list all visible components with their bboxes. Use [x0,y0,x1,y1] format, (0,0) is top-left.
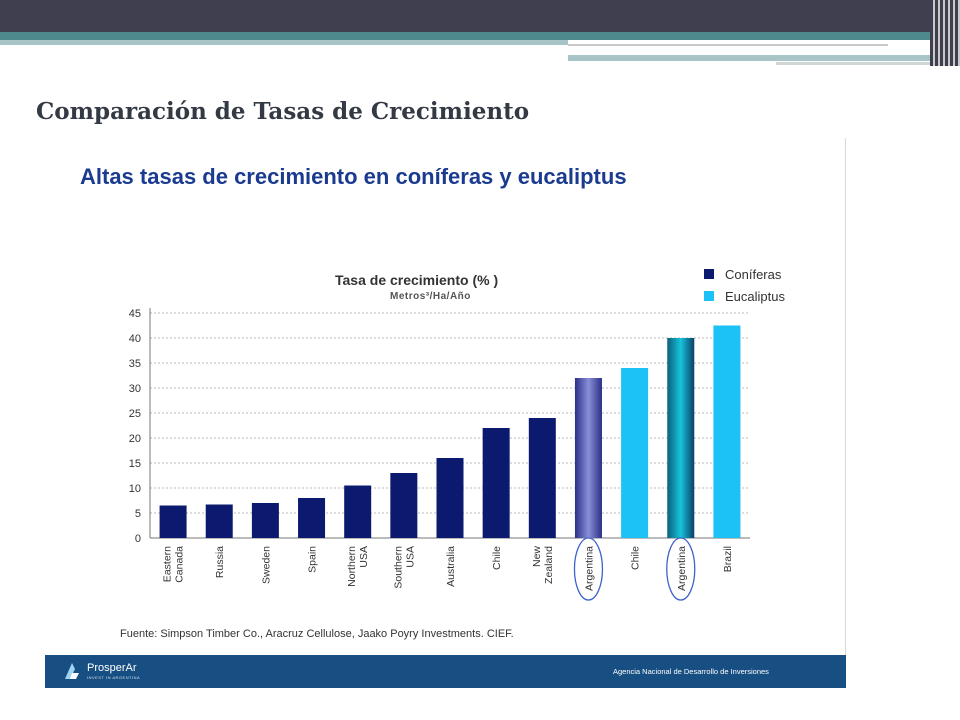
x-tick-label: NewZealand [531,546,555,584]
header-accent-band-light [0,40,568,45]
bar-11 [621,368,649,538]
slide-title: Comparación de Tasas de Crecimiento [36,98,530,125]
x-tick-label: Russia [214,546,226,578]
y-tick-label: 40 [129,333,141,345]
x-tick-label: Chile [630,546,642,570]
x-tick-label: Australia [445,546,457,587]
bar-2 [205,504,233,538]
legend-label: Eucaliptus [725,289,785,304]
bar-1 [159,505,187,538]
x-tick-label: Argentina [583,546,595,591]
top-header-bar [0,0,960,32]
logo-text: ProsperAr [87,662,137,674]
y-tick-label: 25 [129,408,141,420]
logo-subtext: INVEST IN ARGENTINA [87,675,141,680]
x-tick-label: Argentina [676,546,688,591]
bar-chart: Tasa de crecimiento (% ) Metros³/Ha/Año 0 5… [120,267,785,640]
x-tick-label: Brazil [722,546,734,572]
y-tick-label: 45 [129,308,141,320]
header-accent-band [0,32,960,40]
bar-4 [298,498,326,538]
header-accent-rule [568,44,888,54]
header-accent-band-right [568,55,938,61]
x-tick-label: Sweden [260,546,272,584]
legend-swatch [704,291,714,301]
chart-title: Tasa de crecimiento (% ) [335,272,498,288]
x-tick-label: Spain [307,546,319,573]
legend-label: Coníferas [725,267,782,282]
header-corner-stripes [930,0,960,66]
chart-image-panel: Altas tasas de crecimiento en coníferas … [45,138,846,688]
bar-13 [713,325,741,538]
bar-8 [482,428,510,538]
y-tick-label: 5 [135,508,141,520]
x-tick-label: NorthernUSA [346,546,370,587]
y-tick-label: 10 [129,483,141,495]
chart-heading: Altas tasas de crecimiento en coníferas … [80,164,627,189]
footer-bar: ProsperAr INVEST IN ARGENTINA Agencia Na… [45,655,846,688]
y-tick-label: 30 [129,383,141,395]
bar-12 [667,338,695,538]
prosperar-logo-icon [65,663,79,679]
agency-name: Agencia Nacional de Desarrollo de Invers… [613,667,769,676]
header-accent-thin [776,62,936,65]
legend-swatch [704,269,714,279]
highlight-ellipse [573,537,604,601]
y-tick-label: 35 [129,358,141,370]
bar-3 [251,503,279,538]
chart-source: Fuente: Simpson Timber Co., Aracruz Cell… [120,628,514,640]
highlight-ellipse [666,537,696,601]
y-tick-label: 15 [129,458,141,470]
bar-5 [344,485,372,538]
x-tick-label: EasternCanada [162,546,186,583]
bar-10 [574,378,602,538]
bar-7 [436,458,464,538]
bar-6 [390,473,418,538]
x-tick-label: Chile [491,546,503,570]
chart-subtitle: Metros³/Ha/Año [390,291,471,302]
x-tick-label: SouthernUSA [392,546,416,589]
y-tick-label: 0 [135,533,141,545]
bar-9 [528,418,556,538]
y-tick-label: 20 [129,433,141,445]
